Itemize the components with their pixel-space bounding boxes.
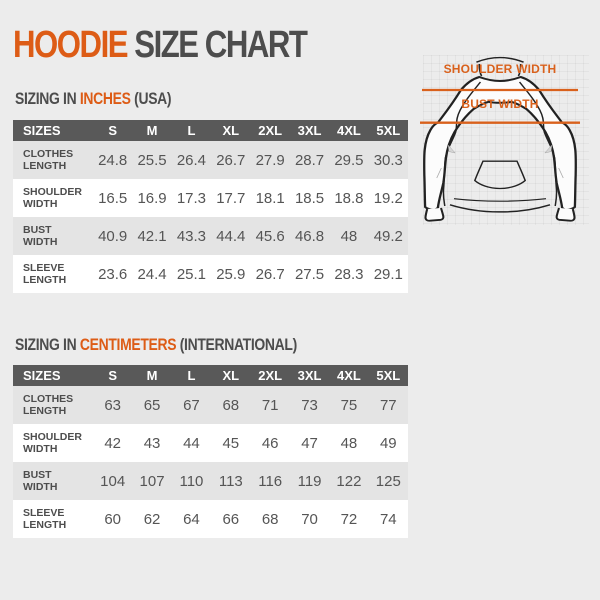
svg-text:SHOULDER WIDTH: SHOULDER WIDTH: [444, 62, 557, 76]
svg-text:BUST WIDTH: BUST WIDTH: [461, 97, 538, 111]
